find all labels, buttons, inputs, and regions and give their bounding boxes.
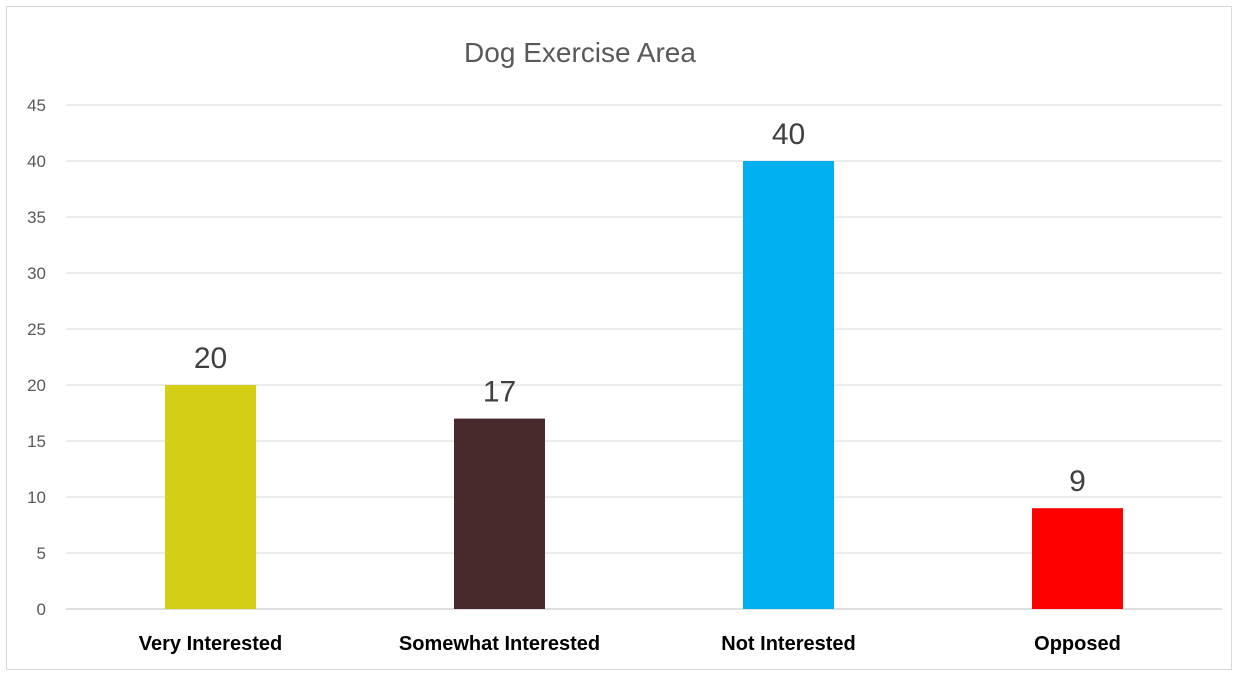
x-category-label: Not Interested	[721, 633, 855, 655]
x-axis-categories: Very Interested Somewhat Interested Not In…	[139, 633, 1121, 655]
bar	[165, 385, 256, 609]
y-tick-label: 15	[27, 432, 46, 451]
y-tick-label: 30	[27, 264, 46, 283]
y-tick-label: 40	[27, 152, 46, 171]
x-category-label: Very Interested	[139, 633, 282, 655]
y-tick-label: 0	[37, 600, 46, 619]
y-tick-label: 25	[27, 320, 46, 339]
data-label: 17	[483, 376, 516, 409]
y-tick-label: 35	[27, 208, 46, 227]
bar	[454, 418, 545, 609]
y-tick-label: 5	[37, 544, 46, 563]
y-tick-label: 45	[27, 96, 46, 115]
chart-title: Dog Exercise Area	[464, 37, 696, 68]
data-labels: 20 17 40 9	[194, 118, 1086, 498]
x-category-label: Somewhat Interested	[399, 633, 600, 655]
bar	[743, 161, 834, 609]
gridlines	[66, 104, 1222, 610]
data-label: 9	[1069, 465, 1086, 498]
bars	[165, 161, 1123, 609]
bar	[1032, 508, 1123, 609]
data-label: 20	[194, 342, 227, 375]
data-label: 40	[772, 118, 805, 151]
y-tick-label: 20	[27, 376, 46, 395]
x-category-label: Opposed	[1034, 633, 1121, 655]
y-tick-label: 10	[27, 488, 46, 507]
y-axis-ticks: 0 5 10 15 20 25 30 35 40 45	[27, 96, 46, 619]
